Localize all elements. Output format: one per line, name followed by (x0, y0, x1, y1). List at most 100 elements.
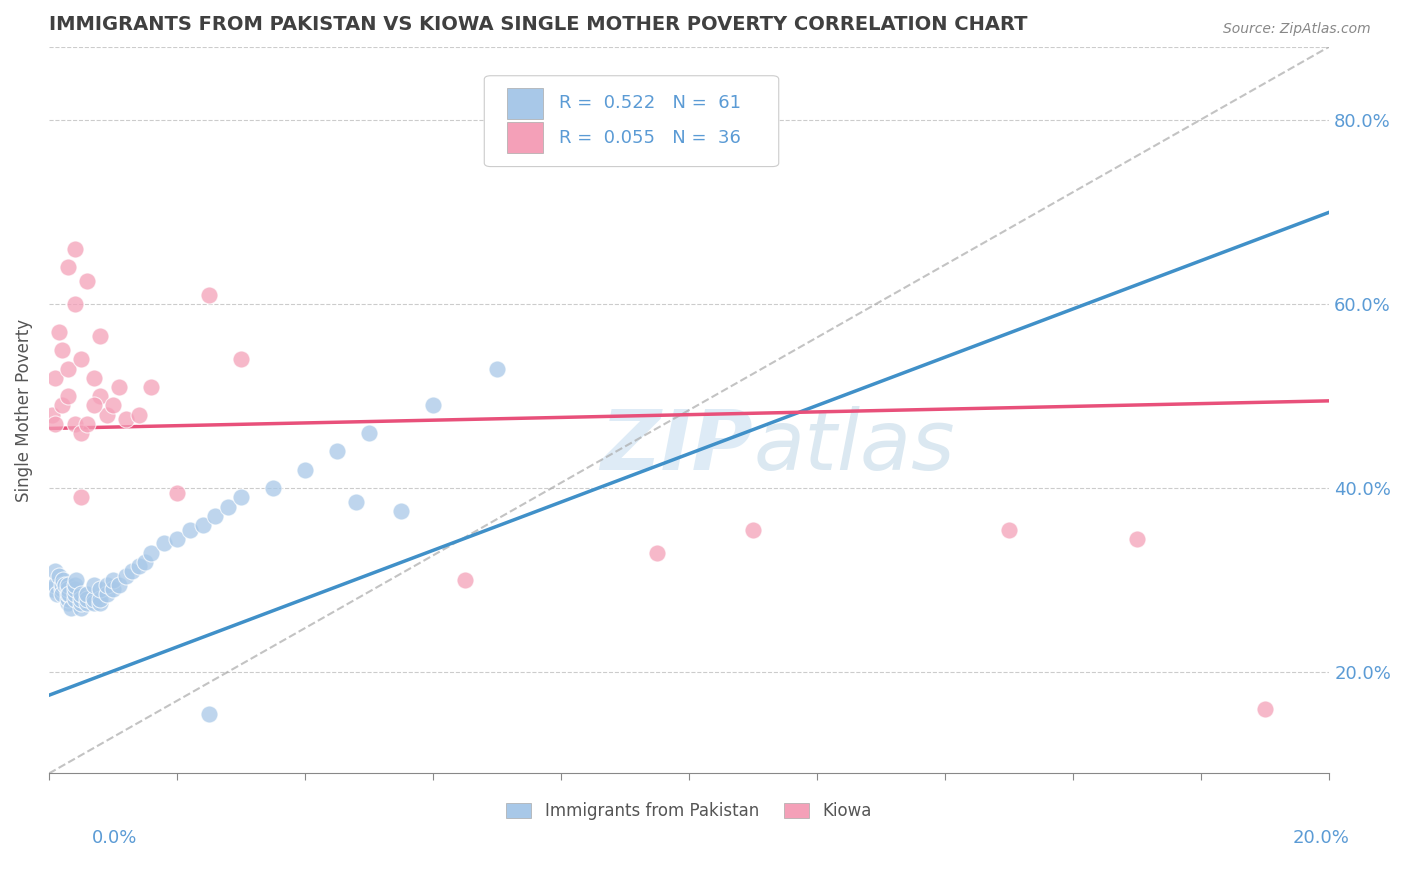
Text: R =  0.522   N =  61: R = 0.522 N = 61 (558, 95, 741, 112)
Point (344, 495, 367, 509)
Point (454, 573, 477, 587)
Point (486, 361, 509, 376)
Point (198, 288, 221, 302)
Point (101, 573, 124, 587)
Point (153, 536, 176, 550)
Point (121, 564, 143, 578)
Point (70, 596, 93, 610)
Point (70, 491, 93, 505)
Point (48, 568, 70, 582)
Point (65, 573, 87, 587)
Text: IMMIGRANTS FROM PAKISTAN VS KIOWA SINGLE MOTHER POVERTY CORRELATION CHART: IMMIGRANTS FROM PAKISTAN VS KIOWA SINGLE… (49, 15, 1028, 34)
Point (52, 573, 75, 587)
Point (101, 399, 124, 413)
Y-axis label: Single Mother Poverty: Single Mother Poverty (15, 318, 32, 501)
Point (60, 600, 83, 615)
Text: Source: ZipAtlas.com: Source: ZipAtlas.com (1223, 22, 1371, 37)
Point (70, 587, 93, 601)
Point (58, 587, 80, 601)
Point (83, 578, 105, 592)
Point (742, 523, 765, 537)
Point (76, 591, 98, 606)
Point (56, 260, 79, 275)
Point (51, 399, 73, 413)
Point (83, 591, 105, 606)
Point (141, 546, 163, 560)
Point (76, 274, 98, 288)
Point (217, 500, 239, 514)
Point (56, 389, 79, 403)
Point (63, 587, 86, 601)
Text: 0.0%: 0.0% (91, 829, 136, 847)
Point (114, 412, 136, 426)
Point (204, 508, 226, 523)
Point (166, 486, 188, 500)
Point (108, 578, 131, 592)
Point (96, 587, 118, 601)
Point (56, 596, 79, 610)
Legend: Immigrants from Pakistan, Kiowa: Immigrants from Pakistan, Kiowa (499, 796, 879, 827)
Point (83, 399, 105, 413)
Point (96, 408, 118, 422)
Point (389, 504, 412, 518)
Point (51, 343, 73, 358)
Point (76, 417, 98, 431)
Point (56, 591, 79, 606)
Point (70, 352, 93, 367)
Point (63, 242, 86, 256)
Point (48, 325, 70, 339)
Point (56, 361, 79, 376)
Point (63, 578, 86, 592)
Point (63, 582, 86, 597)
Point (191, 518, 214, 533)
Text: ZIP: ZIP (600, 406, 754, 487)
Point (44, 578, 66, 592)
Point (51, 578, 73, 592)
Point (645, 546, 668, 560)
Point (422, 399, 444, 413)
Point (114, 568, 136, 582)
Point (41, 408, 63, 422)
Point (998, 523, 1021, 537)
Point (198, 706, 221, 721)
Point (83, 371, 105, 385)
Point (56, 582, 79, 597)
Point (1126, 532, 1149, 546)
Point (76, 596, 98, 610)
FancyBboxPatch shape (484, 76, 779, 167)
Point (44, 371, 66, 385)
Point (63, 417, 86, 431)
Point (89, 591, 111, 606)
Point (262, 481, 284, 495)
Text: 20.0%: 20.0% (1294, 829, 1350, 847)
Point (128, 408, 150, 422)
Point (294, 463, 316, 477)
Point (89, 596, 111, 610)
Point (179, 523, 201, 537)
Point (45, 587, 67, 601)
Text: R =  0.055   N =  36: R = 0.055 N = 36 (558, 128, 741, 146)
Point (141, 380, 163, 394)
Point (56, 578, 79, 592)
Point (51, 587, 73, 601)
Point (63, 297, 86, 311)
Point (89, 329, 111, 343)
Point (134, 555, 156, 569)
Point (357, 425, 380, 440)
Point (229, 491, 252, 505)
Point (44, 417, 66, 431)
Point (70, 425, 93, 440)
Point (108, 380, 131, 394)
Point (128, 559, 150, 574)
Point (76, 587, 98, 601)
Point (166, 532, 188, 546)
Point (41, 582, 63, 597)
FancyBboxPatch shape (508, 122, 543, 153)
Point (56, 587, 79, 601)
Point (326, 444, 349, 458)
Point (53, 578, 76, 592)
Point (89, 582, 111, 597)
Point (101, 582, 124, 597)
Point (229, 352, 252, 367)
Point (44, 564, 66, 578)
